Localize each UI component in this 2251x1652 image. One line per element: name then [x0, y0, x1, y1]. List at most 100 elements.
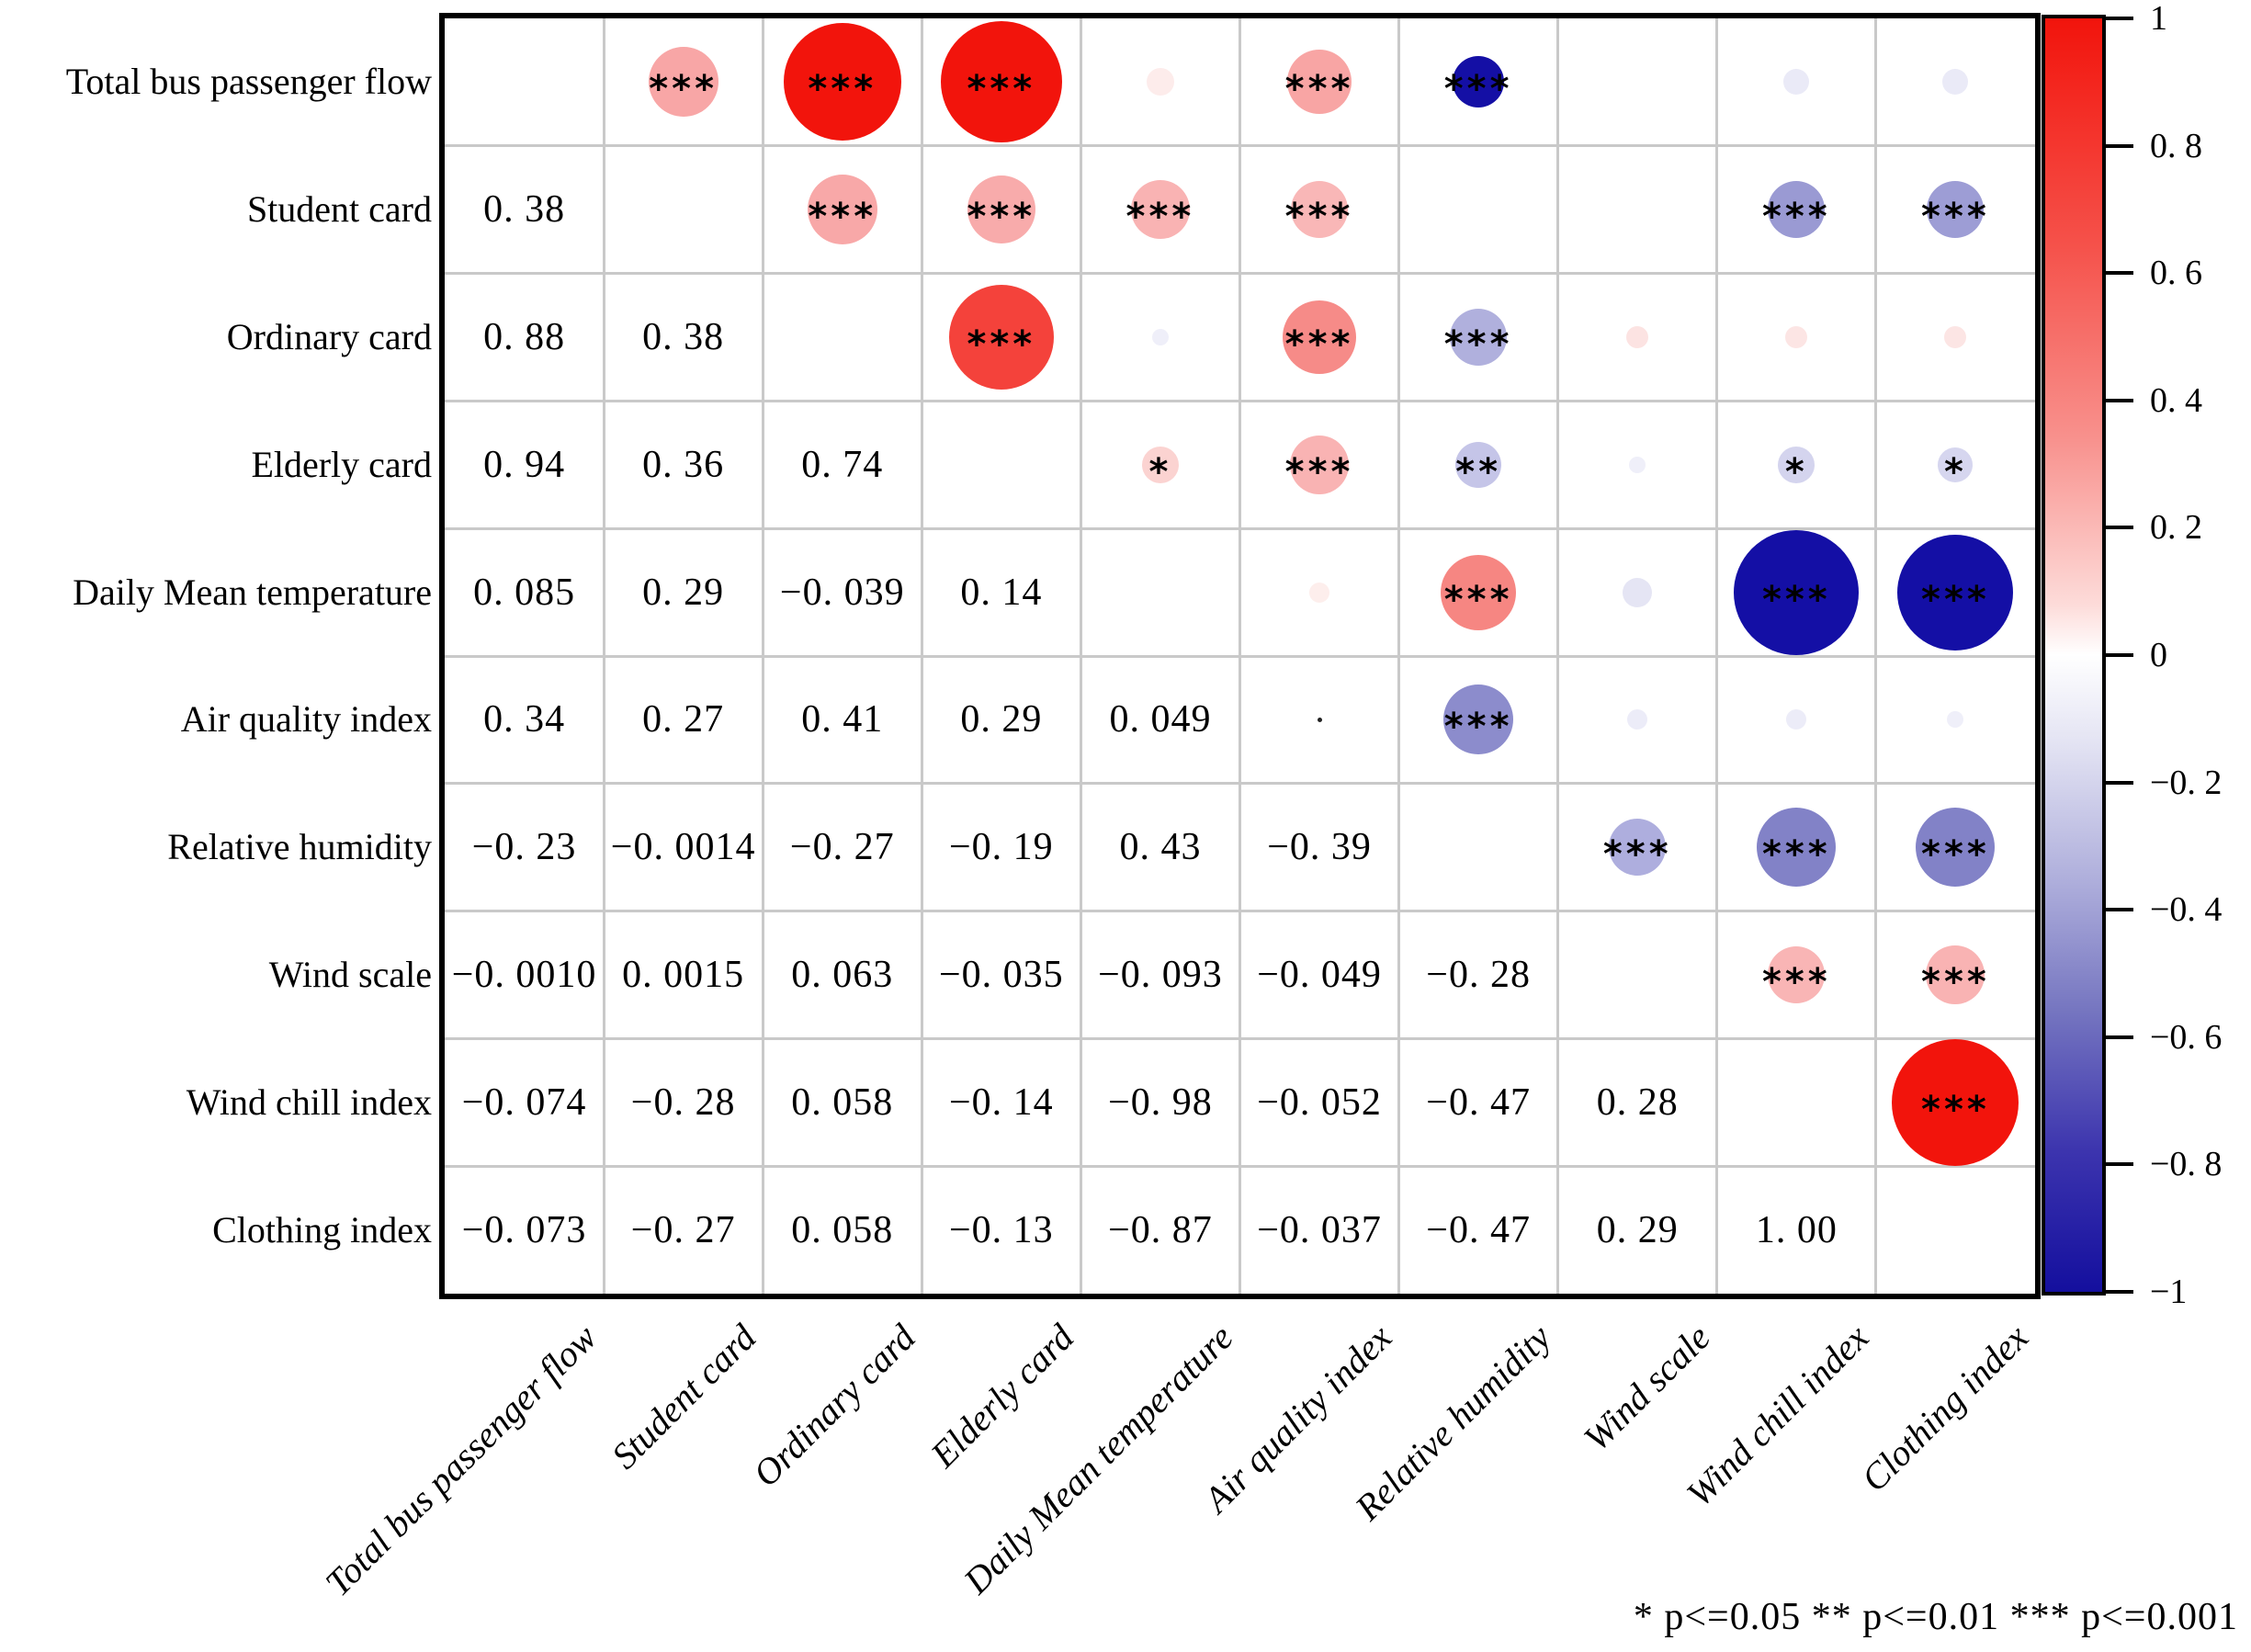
correlation-circle [967, 175, 1035, 244]
column-label: Student card [603, 1316, 764, 1477]
gridline [445, 1036, 2035, 1040]
correlation-value: −0. 093 [1098, 954, 1223, 996]
correlation-value: −0. 47 [1426, 1081, 1531, 1124]
correlation-circle [1629, 456, 1646, 473]
colorbar-tick-label: 1 [2150, 0, 2167, 38]
colorbar-tick-label: −0. 4 [2150, 890, 2223, 930]
correlation-circle [1441, 554, 1517, 630]
correlation-value: −0. 28 [630, 1081, 736, 1124]
colorbar-tick [2106, 398, 2133, 402]
significance-stars: *** [808, 68, 877, 111]
correlation-value: −0. 13 [949, 1208, 1054, 1251]
correlation-circle [807, 175, 877, 245]
correlation-circle [1291, 181, 1349, 239]
colorbar-tick [2106, 780, 2133, 785]
correlation-value: 0. 14 [960, 571, 1043, 614]
significance-legend: * p<=0.05 ** p<=0.01 *** p<=0.001 [1633, 1596, 2238, 1638]
significance-stars: *** [1761, 578, 1831, 621]
colorbar-tick-label: 0 [2150, 636, 2167, 674]
correlation-circle [1785, 326, 1808, 348]
correlation-value: 0. 28 [1596, 1081, 1679, 1124]
correlation-value: 0. 43 [1119, 826, 1202, 869]
column-label: Total bus passenger flow [317, 1316, 605, 1604]
row-label: Wind scale [268, 954, 432, 995]
correlation-value: 0. 74 [801, 443, 884, 486]
significance-stars: *** [1761, 196, 1831, 239]
correlation-value: 0. 058 [791, 1081, 894, 1124]
correlation-value: 0. 27 [642, 698, 725, 741]
correlation-circle [1768, 181, 1826, 239]
correlation-value: −0. 27 [789, 826, 895, 869]
correlation-value: 0. 94 [483, 443, 566, 486]
correlation-value: −0. 14 [949, 1081, 1054, 1124]
column-label: Wind scale [1575, 1316, 1718, 1459]
correlation-circle [1897, 534, 2014, 651]
correlation-value: −0. 074 [461, 1081, 587, 1124]
correlation-value: 1. 00 [1755, 1208, 1838, 1251]
correlation-circle [783, 23, 901, 141]
significance-stars: *** [1284, 323, 1354, 366]
row-label: Air quality index [180, 698, 432, 741]
gridline [445, 654, 2035, 658]
correlation-value: 0. 063 [791, 954, 894, 996]
colorbar-tick [2106, 271, 2133, 276]
correlation-circle [1450, 309, 1508, 366]
correlation-value: 0. 41 [801, 698, 884, 741]
correlation-circle [1130, 180, 1190, 240]
matrix-plot-area: *** *** *** *** *** *** *** *** *** *** *** *** *** *… [439, 13, 2041, 1299]
significance-stars: *** [1761, 961, 1831, 1003]
correlation-value: 0. 38 [642, 316, 725, 358]
correlation-circle [1623, 577, 1653, 607]
colorbar-tick-label: −0. 2 [2150, 763, 2223, 802]
column-label: Daily Mean temperature [956, 1316, 1241, 1602]
correlation-circle [1283, 300, 1357, 374]
correlation-value: 0. 058 [791, 1208, 894, 1251]
row-label: Elderly card [251, 443, 432, 485]
correlation-circle [1453, 56, 1505, 108]
correlation-value: 0. 085 [473, 571, 576, 614]
correlation-circle [1309, 582, 1330, 603]
column-label: Ordinary card [744, 1316, 923, 1495]
row-label: Student card [246, 188, 432, 231]
row-label: Daily Mean temperature [73, 571, 432, 613]
column-label: Clothing index [1852, 1316, 2036, 1499]
significance-stars: *** [1126, 196, 1195, 239]
correlation-value: 0. 049 [1109, 698, 1212, 741]
significance-stars: *** [1921, 961, 1990, 1003]
correlation-circle [1734, 529, 1860, 655]
significance-stars: *** [1284, 68, 1354, 111]
gridline [1397, 18, 1401, 1294]
row-label: Ordinary card [226, 316, 432, 357]
correlation-circle [1627, 709, 1648, 730]
colorbar-tick-label: 0. 8 [2150, 126, 2202, 165]
correlation-value: 0. 38 [483, 188, 566, 232]
correlation-value: 0. 29 [1596, 1208, 1679, 1251]
significance-stars: *** [1921, 578, 1990, 621]
significance-stars: *** [1921, 1088, 1990, 1131]
row-label: Wind chill index [186, 1081, 432, 1123]
correlation-value: −0. 39 [1267, 826, 1372, 869]
correlation-circle [1778, 446, 1816, 483]
correlation-value: 0. 29 [960, 698, 1043, 741]
significance-stars: *** [1443, 578, 1513, 621]
correlation-circle [1942, 69, 1969, 96]
gridline [445, 910, 2035, 913]
correlation-value: −0. 47 [1426, 1208, 1531, 1251]
correlation-value: −0. 039 [779, 571, 905, 614]
correlation-value: −0. 27 [630, 1208, 736, 1251]
correlation-circle [1146, 68, 1174, 96]
correlation-value: −0. 19 [949, 826, 1054, 869]
correlation-circle [1757, 808, 1837, 888]
gridline [1874, 18, 1878, 1294]
significance-stars: *** [967, 196, 1036, 239]
correlation-value: −0. 0010 [451, 954, 597, 996]
correlation-circle [1916, 808, 1996, 888]
row-label: Relative humidity [167, 826, 432, 868]
significance-stars: *** [1443, 706, 1513, 749]
correlation-value: −0. 0014 [610, 826, 756, 869]
correlation-circle [1626, 326, 1649, 348]
correlation-circle [1768, 946, 1826, 1003]
significance-stars: *** [1284, 196, 1354, 239]
correlation-value: 0. 88 [483, 316, 566, 358]
significance-stars: *** [649, 68, 718, 111]
